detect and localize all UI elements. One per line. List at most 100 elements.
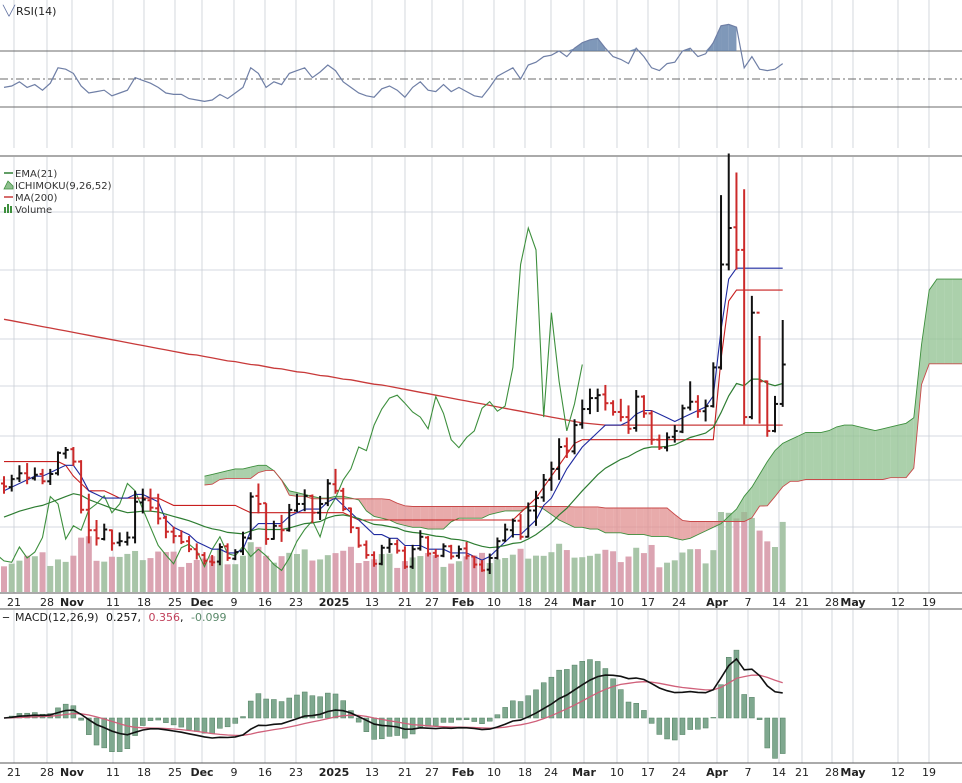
macd-histogram-bar [371, 717, 377, 740]
macd-histogram-bar [648, 717, 655, 724]
volume-bar [455, 561, 462, 592]
volume-bar [178, 566, 185, 592]
x-tick-label: 25 [168, 766, 182, 779]
volume-bar [8, 563, 15, 592]
volume-bar [101, 561, 108, 592]
cloud-segment [651, 507, 660, 537]
volume-bar [702, 563, 709, 592]
x-tick-label: 19 [922, 596, 936, 609]
macd-signal-value: 0.356 [149, 611, 181, 624]
volume-bar [209, 556, 216, 592]
macd-histogram-bar [602, 668, 609, 719]
macd-line [3, 657, 783, 739]
cloud-segment [582, 506, 590, 530]
ohlc-bar [617, 398, 624, 422]
cloud-segment [335, 496, 344, 499]
ichimoku-cloud [204, 278, 962, 541]
ohlc-bar [479, 560, 486, 572]
ohlc-bar [463, 541, 470, 560]
ohlc-bars [1, 153, 786, 575]
cloud-segment [705, 521, 714, 531]
cloud-segment [875, 428, 883, 480]
ohlc-bar [594, 388, 601, 412]
cloud-segment [381, 498, 390, 520]
macd-histogram-bar [510, 700, 516, 719]
ichimoku-tenkan-line [3, 267, 783, 561]
cloud-segment [836, 425, 845, 480]
ohlc-bar [571, 419, 578, 455]
ohlc-bar [324, 479, 331, 507]
ohlc-bar [301, 489, 308, 512]
cloud-segment [404, 505, 413, 528]
volume-bar [371, 559, 378, 592]
ohlc-bar [286, 503, 293, 532]
macd-histogram-bar [332, 693, 339, 719]
ohlc-bar [610, 400, 617, 416]
volume-bar [679, 552, 686, 592]
x-tick-label: 21 [7, 596, 21, 609]
macd-histogram-bar [664, 717, 670, 740]
volume-bar [617, 562, 624, 592]
cloud-segment [952, 279, 961, 364]
ohlc-bar [293, 493, 300, 512]
volume-bar [1, 566, 7, 592]
ohlc-bar [54, 451, 61, 476]
rsi-overbought-area [628, 48, 637, 51]
cloud-segment [605, 507, 614, 533]
volume-bar [463, 556, 470, 592]
macd-histogram-bar [170, 717, 177, 726]
volume-bar [556, 543, 563, 592]
volume-bar [278, 556, 285, 592]
cloud-segment [613, 507, 621, 533]
macd-histogram-bar [286, 697, 293, 719]
cloud-segment [844, 425, 853, 480]
ma200-line [3, 318, 783, 426]
cloud-segment [374, 498, 382, 519]
ohlc-bar [62, 447, 69, 459]
volume-bar [54, 559, 61, 592]
macd-histogram-bar [78, 717, 84, 721]
macd-histogram-bar [294, 694, 300, 719]
cloud-segment [929, 279, 937, 364]
ohlc-bar [401, 546, 408, 569]
ohlc-bar [648, 410, 655, 445]
ohlc-bar [417, 530, 424, 551]
volume-bar [409, 557, 416, 592]
x-tick-label: 7 [745, 766, 752, 779]
volume-bar [733, 518, 740, 592]
cloud-segment [790, 436, 799, 482]
cloud-segment [435, 506, 444, 530]
cloud-segment [643, 507, 652, 537]
macd-histogram-bar [733, 649, 740, 719]
ichimoku-span-a-line [204, 278, 962, 541]
volume-bar [247, 542, 254, 592]
volume-bar [16, 560, 23, 592]
volume-bar [155, 551, 162, 592]
macd-signal-line [3, 674, 783, 737]
ohlc-bar [748, 295, 755, 420]
volume-bar [532, 555, 539, 592]
macd-histogram-bar [116, 717, 123, 752]
ohlc-bar [278, 514, 285, 542]
macd-histogram-bar [641, 710, 647, 719]
x-tick-label: 17 [641, 596, 655, 609]
volume-bar [186, 562, 193, 592]
x-tick-label: 14 [772, 596, 786, 609]
ohlc-bar [741, 189, 748, 425]
macd-histogram-bar [579, 661, 585, 719]
macd-histogram-bar [163, 717, 169, 723]
x-tick-label: 28 [825, 596, 839, 609]
cloud-segment [551, 506, 560, 520]
volume-bar [347, 546, 354, 592]
legend-label-ema: EMA(21) [15, 169, 57, 180]
cloud-segment [759, 461, 768, 507]
macd-histogram-bar [147, 717, 154, 721]
volume-bar [31, 556, 38, 592]
macd-histogram-bar [517, 701, 524, 719]
x-tick-label: 25 [168, 596, 182, 609]
ohlc-bar [409, 544, 416, 569]
ohlc-bar [671, 425, 678, 443]
macd-histogram-bar [409, 717, 416, 735]
macd-histogram-bar [725, 656, 732, 719]
ohlc-bar [209, 555, 216, 566]
